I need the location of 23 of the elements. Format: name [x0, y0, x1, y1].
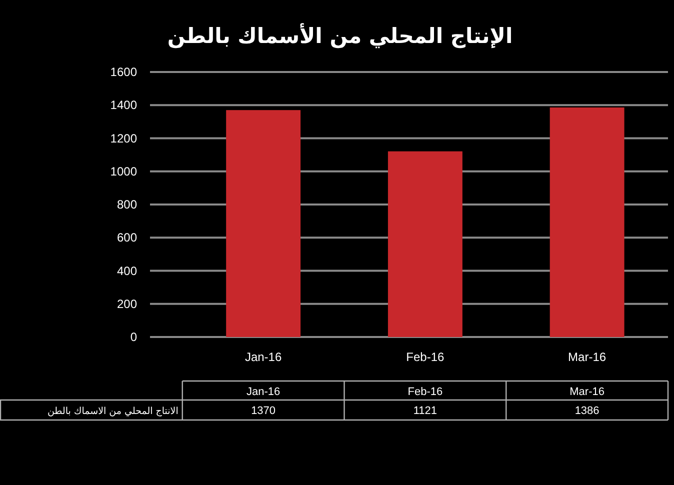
x-tick-label: Feb-16	[406, 350, 445, 364]
bar	[388, 151, 462, 337]
category-label: Jan-16	[246, 386, 280, 398]
data-label: 1121	[413, 405, 438, 417]
y-tick-label: 0	[130, 330, 138, 344]
y-tick-label: 1200	[110, 131, 138, 146]
bar	[226, 110, 301, 337]
y-tick-label: 200	[116, 296, 138, 311]
y-tick-label: 600	[116, 230, 138, 245]
y-tick-label: 1400	[110, 98, 138, 112]
data-label: 1370	[251, 405, 276, 417]
text: الانتاج المحلي من الاسماك بالطن	[47, 406, 178, 417]
bar	[550, 107, 624, 337]
category-label: Mar-16	[570, 386, 604, 398]
y-tick-label: 1600	[110, 65, 138, 79]
chart-title: الإنتاج المحلي من الأسماك بالطن	[167, 23, 513, 49]
y-tick-label: 800	[116, 198, 138, 212]
y-tick-label: 1000	[110, 164, 138, 178]
x-tick-label: Mar-16	[568, 350, 606, 364]
data-label: 1386	[574, 405, 600, 417]
x-tick-label: Jan-16	[244, 350, 282, 364]
category-label: Feb-16	[408, 386, 443, 398]
y-tick-label: 400	[116, 264, 138, 278]
